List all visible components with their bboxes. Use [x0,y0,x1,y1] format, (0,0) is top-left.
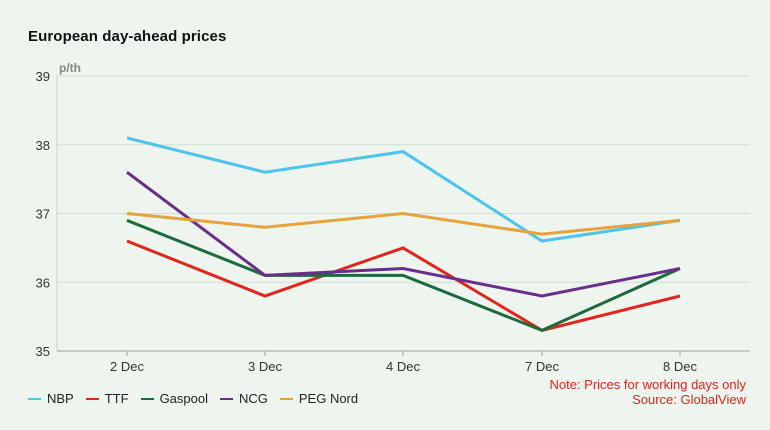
chart-title: European day-ahead prices [28,28,227,45]
legend-item-nbp: NBP [28,391,74,406]
series-line-ttf [126,239,681,333]
x-tick-label: 2 Dec [110,359,144,374]
legend-item-gaspool: Gaspool [140,391,208,406]
y-tick-label: 36 [36,275,50,290]
legend-swatch [85,397,99,400]
x-tick-label: 3 Dec [248,359,282,374]
y-tick-label: 37 [36,207,50,222]
legend-label: Gaspool [159,391,208,406]
y-tick-label: 38 [36,138,50,153]
working-days-note: Note: Prices for working days only [549,377,746,392]
series-lines [126,136,681,333]
chart-notes: Note: Prices for working days only Sourc… [549,377,746,407]
y-axis-unit-label: p/th [59,61,81,75]
series-line-nbp [126,136,681,243]
series-line-peg-nord [126,211,681,236]
y-tick-label: 39 [36,69,50,84]
legend-swatch [28,397,41,400]
source-note: Source: GlobalView [632,392,746,407]
gridlines [57,75,750,283]
legend-swatch [140,397,154,400]
series-line-gaspool [126,219,681,333]
legend-item-peg-nord: PEG Nord [279,391,359,406]
legend-swatch [219,397,233,400]
legend-swatch [279,397,293,400]
legend-item-ttf: TTF [85,391,129,406]
x-tick-label: 7 Dec [525,359,559,374]
axes: 35 36 37 38 39 p/th 2 Dec 3 Dec 4 Dec 7 Dec 8 Dec [36,61,750,374]
legend-label: PEG Nord [298,391,359,406]
series-line-ncg [126,170,681,298]
x-tick-label: 4 Dec [386,359,420,374]
legend-label: NBP [47,391,74,406]
y-tick-label: 35 [36,344,50,359]
legend: NBP TTF Gaspool NCG PEG Nord [28,391,370,406]
x-tick-label: 8 Dec [663,359,697,374]
legend-label: NCG [238,391,268,406]
legend-item-ncg: NCG [219,391,268,406]
legend-label: TTF [104,391,129,406]
